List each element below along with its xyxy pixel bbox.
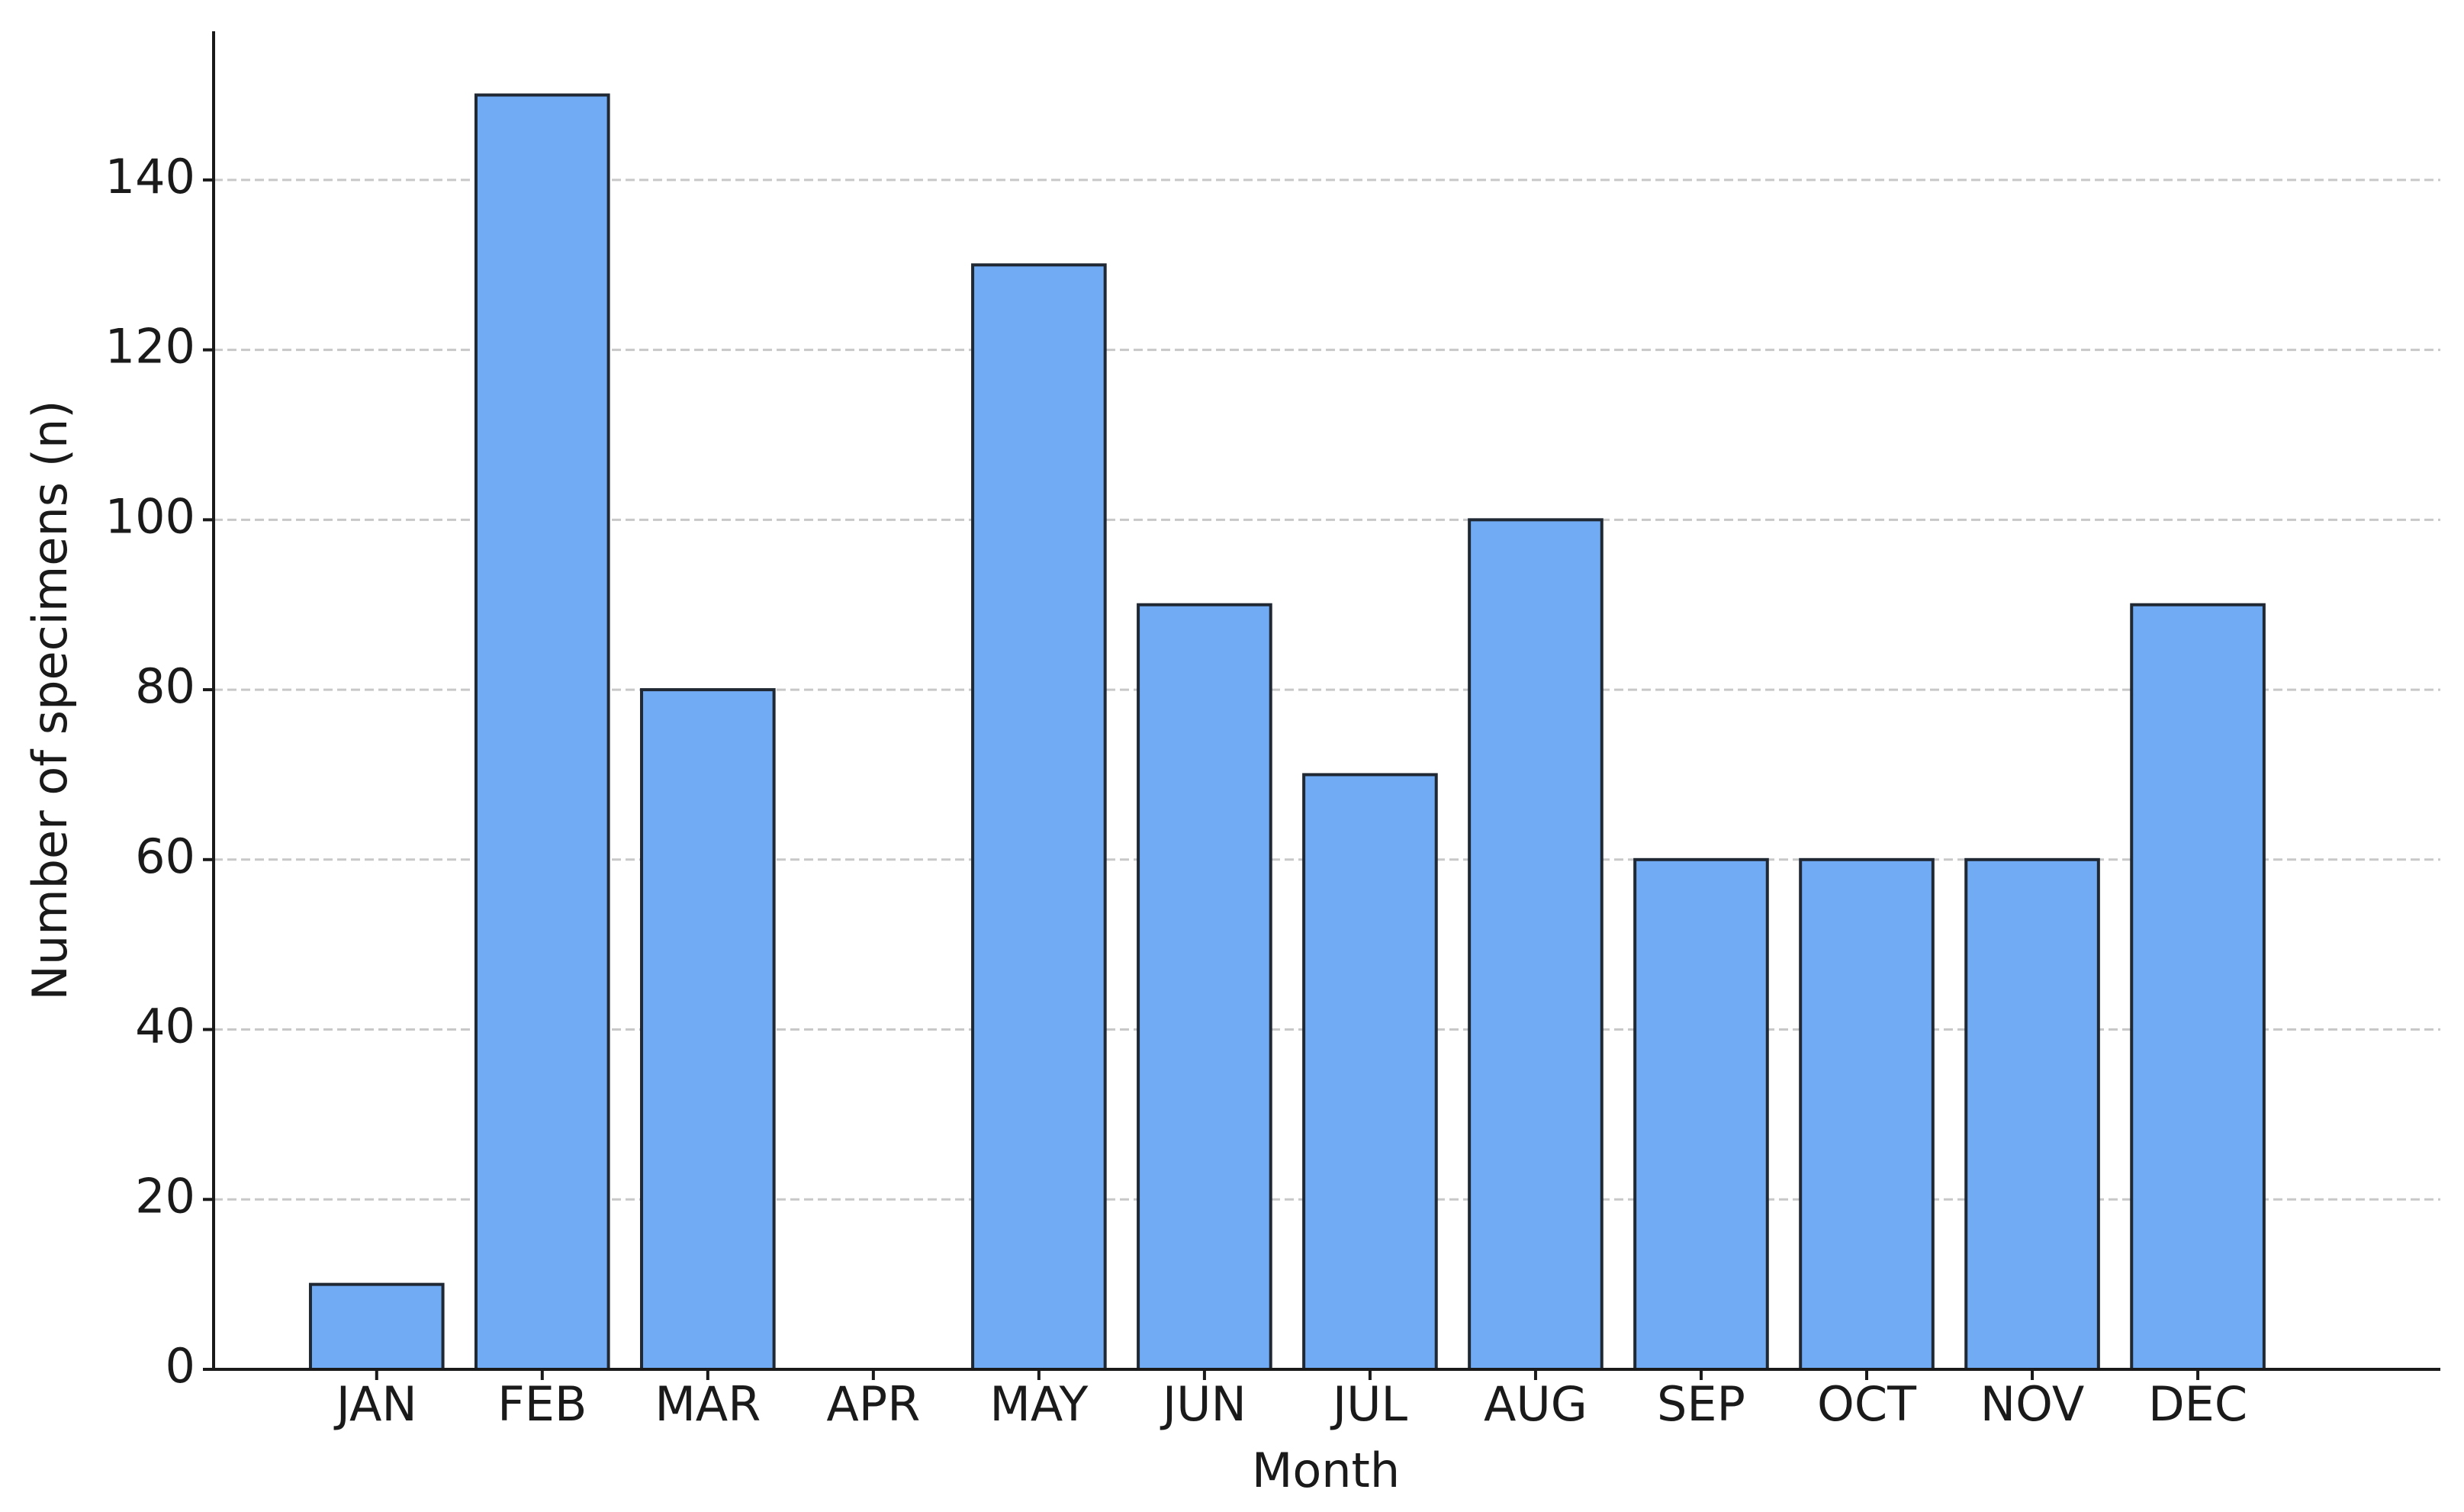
y-tick-label: 40 xyxy=(135,999,195,1054)
x-axis-label: Month xyxy=(1252,1443,1400,1498)
bar xyxy=(640,688,776,1371)
y-tick-label: 100 xyxy=(105,488,195,544)
x-tick-label: AUG xyxy=(1484,1376,1587,1432)
bar xyxy=(2130,603,2266,1371)
bar xyxy=(1137,603,1272,1371)
bar xyxy=(1468,518,1604,1371)
bar xyxy=(1302,773,1438,1371)
y-tick-label: 140 xyxy=(105,149,195,204)
x-tick-label: FEB xyxy=(497,1376,587,1432)
y-tick-label: 20 xyxy=(135,1168,195,1224)
x-tick-label: NOV xyxy=(1980,1376,2085,1432)
y-axis-label: Number of specimens (n) xyxy=(22,401,78,1001)
x-tick-label: OCT xyxy=(1817,1376,1917,1432)
x-tick-label: JAN xyxy=(333,1376,417,1432)
bar xyxy=(308,1282,445,1371)
bar xyxy=(474,93,610,1372)
y-tick-label: 0 xyxy=(166,1338,195,1394)
y-tick-label: 80 xyxy=(135,658,195,714)
bar xyxy=(1633,857,1769,1372)
x-tick-label: JUN xyxy=(1160,1376,1246,1432)
x-tick-label: SEP xyxy=(1657,1376,1745,1432)
bar xyxy=(1964,857,2100,1372)
y-tick-label: 120 xyxy=(105,319,195,375)
x-tick-label: APR xyxy=(826,1376,920,1432)
x-tick-label: JUL xyxy=(1330,1376,1408,1432)
bar xyxy=(1799,857,1935,1372)
x-tick-label: DEC xyxy=(2148,1376,2247,1432)
x-tick-label: MAY xyxy=(989,1376,1088,1432)
y-tick-label: 60 xyxy=(135,828,195,884)
x-tick-label: MAR xyxy=(655,1376,761,1432)
bar xyxy=(971,263,1107,1371)
